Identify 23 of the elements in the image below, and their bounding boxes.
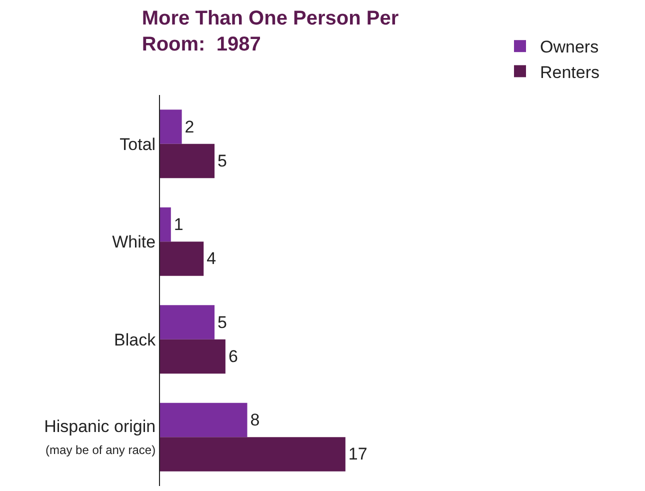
bar: [160, 207, 171, 242]
data-label: 8: [250, 410, 260, 430]
bar: [160, 110, 182, 144]
legend-label: Renters: [540, 62, 600, 82]
data-label: 6: [228, 346, 238, 366]
y-tick-label: Total: [120, 134, 156, 154]
data-label: 1: [174, 215, 184, 234]
legend-label: Owners: [540, 38, 599, 57]
data-label: 5: [218, 151, 227, 170]
bar: [160, 402, 248, 438]
data-label: 4: [206, 249, 216, 268]
y-tick-label: Black: [114, 330, 156, 350]
data-label: 5: [218, 312, 227, 332]
bar: [160, 242, 204, 276]
bar: [160, 305, 215, 340]
data-label: 17: [348, 444, 368, 464]
bar: [160, 339, 226, 374]
bar: [160, 437, 346, 472]
bar: [160, 144, 215, 178]
y-tick-label: Hispanic origin (may be of any race): [44, 417, 156, 458]
data-label: 2: [184, 117, 194, 136]
y-tick-label: White: [112, 232, 156, 252]
chart-title: More Than One Person Per Room: 1987: [142, 8, 399, 56]
